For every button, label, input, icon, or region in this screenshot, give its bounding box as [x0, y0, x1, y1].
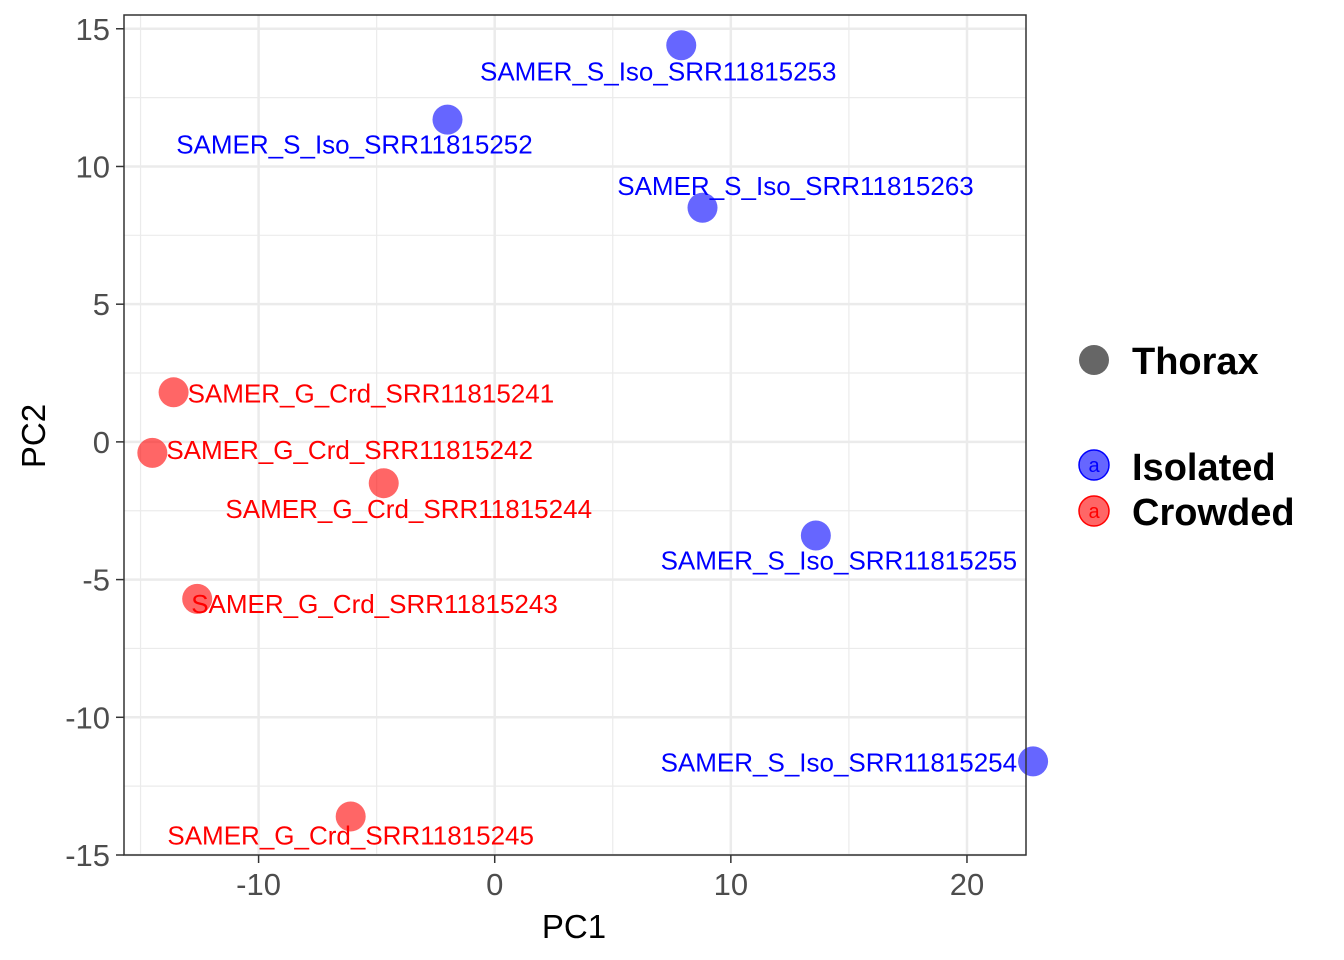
x-tick-label: -10 [236, 867, 281, 902]
point-label: SAMER_G_Crd_SRR11815244 [225, 494, 592, 524]
point-label: SAMER_S_Iso_SRR11815263 [617, 171, 974, 201]
point-label: SAMER_G_Crd_SRR11815245 [167, 820, 534, 850]
panel-border [123, 14, 1027, 856]
x-tick-label: 0 [486, 867, 503, 902]
y-tick-label: -15 [65, 838, 110, 873]
legend-label-isolated: Isolated [1132, 447, 1276, 489]
x-axis: -10 0 10 20 [236, 855, 984, 902]
y-tick-label: 0 [93, 425, 110, 460]
data-point-labels: SAMER_S_Iso_SRR11815253 SAMER_S_Iso_SRR11… [166, 56, 1017, 850]
scatter-point [368, 468, 399, 499]
point-label: SAMER_G_Crd_SRR11815242 [166, 435, 533, 465]
y-tick-label: -10 [65, 700, 110, 735]
scatter-point [432, 104, 463, 135]
point-label: SAMER_G_Crd_SRR11815241 [188, 378, 555, 408]
point-label: SAMER_S_Iso_SRR11815254 [661, 747, 1018, 777]
legend-key-crowded-glyph: a [1088, 501, 1100, 523]
grid-minor [124, 15, 1026, 855]
scatter-point [666, 30, 697, 61]
scatter-point [182, 583, 213, 614]
y-tick-label: -5 [82, 563, 110, 598]
scatter-point [687, 192, 718, 223]
scatter-point [335, 801, 366, 832]
data-points [137, 30, 1049, 832]
x-axis-title: PC1 [542, 908, 606, 945]
x-tick-label: 10 [714, 867, 748, 902]
point-label: SAMER_S_Iso_SRR11815255 [661, 546, 1018, 576]
y-tick-label: 10 [76, 149, 110, 184]
scatter-point [158, 377, 189, 408]
scatter-point [800, 520, 831, 551]
scatter-point [137, 437, 168, 468]
legend-key-crowded [1078, 495, 1110, 527]
point-label: SAMER_S_Iso_SRR11815252 [176, 130, 533, 160]
legend-shape-title: Thorax [1132, 341, 1259, 383]
legend-label-crowded: Crowded [1132, 492, 1295, 534]
y-axis-title: PC2 [15, 404, 52, 468]
legend-key-isolated [1078, 449, 1110, 481]
y-tick-label: 5 [93, 287, 110, 322]
legend-shape-key [1079, 345, 1109, 375]
legend-key-isolated-glyph: a [1088, 455, 1100, 477]
y-tick-label: 15 [76, 12, 110, 47]
y-axis: -15 -10 -5 0 5 10 15 [65, 12, 124, 873]
point-label: SAMER_G_Crd_SRR11815243 [191, 589, 558, 619]
point-label: SAMER_S_Iso_SRR11815253 [480, 56, 837, 86]
legend: Thorax a Isolated a Crowded [1078, 341, 1295, 534]
scatter-point [1018, 746, 1049, 777]
x-tick-label: 20 [950, 867, 984, 902]
